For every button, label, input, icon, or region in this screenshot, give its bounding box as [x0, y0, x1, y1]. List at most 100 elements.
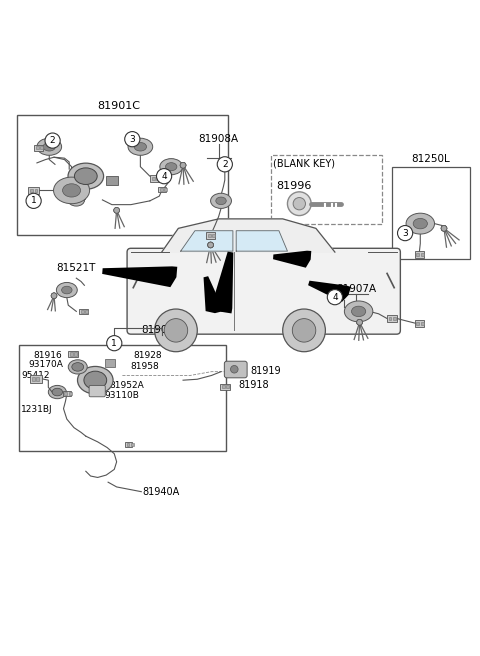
- Ellipse shape: [216, 197, 226, 205]
- Bar: [415, 251, 424, 258]
- Text: 81996: 81996: [276, 181, 312, 191]
- Circle shape: [230, 365, 238, 373]
- Bar: [158, 186, 167, 192]
- Ellipse shape: [54, 177, 90, 204]
- Text: 81958: 81958: [130, 362, 159, 371]
- Text: 2: 2: [222, 160, 228, 169]
- Ellipse shape: [160, 159, 182, 174]
- Bar: [74, 352, 77, 356]
- Text: 81952A: 81952A: [109, 381, 144, 390]
- Ellipse shape: [128, 138, 153, 155]
- FancyBboxPatch shape: [89, 386, 105, 397]
- Bar: [417, 321, 420, 325]
- Bar: [32, 377, 35, 380]
- Circle shape: [293, 197, 305, 210]
- Circle shape: [114, 207, 120, 213]
- Circle shape: [208, 242, 214, 248]
- Circle shape: [327, 289, 342, 305]
- Ellipse shape: [413, 218, 427, 229]
- Circle shape: [441, 226, 447, 231]
- Bar: [62, 390, 71, 396]
- Ellipse shape: [68, 359, 87, 374]
- Circle shape: [155, 309, 197, 352]
- Ellipse shape: [351, 306, 366, 317]
- Bar: [421, 321, 424, 325]
- Polygon shape: [180, 231, 233, 251]
- Text: 95412: 95412: [22, 371, 50, 380]
- Ellipse shape: [74, 168, 97, 184]
- Bar: [417, 253, 420, 256]
- Text: (BLANK KEY): (BLANK KEY): [273, 159, 335, 169]
- Bar: [125, 441, 132, 447]
- Circle shape: [357, 319, 362, 325]
- Circle shape: [114, 207, 120, 213]
- Ellipse shape: [48, 386, 66, 399]
- Bar: [30, 375, 42, 382]
- Text: 1231BJ: 1231BJ: [21, 405, 52, 414]
- Circle shape: [208, 242, 214, 248]
- Text: 4: 4: [332, 293, 338, 302]
- Polygon shape: [204, 276, 223, 313]
- Bar: [386, 315, 397, 322]
- Bar: [164, 188, 167, 191]
- Circle shape: [51, 293, 57, 298]
- Text: 81940A: 81940A: [143, 487, 180, 497]
- Bar: [421, 253, 424, 256]
- Bar: [85, 310, 88, 313]
- Ellipse shape: [84, 371, 107, 389]
- Bar: [68, 351, 78, 358]
- Text: 81908A: 81908A: [199, 134, 239, 144]
- Bar: [415, 320, 424, 327]
- Bar: [127, 443, 130, 445]
- Bar: [106, 176, 118, 185]
- Circle shape: [441, 226, 447, 231]
- Circle shape: [208, 242, 214, 248]
- Bar: [393, 317, 396, 320]
- Circle shape: [397, 226, 413, 241]
- Bar: [271, 155, 383, 224]
- Bar: [69, 392, 72, 395]
- Bar: [208, 234, 211, 237]
- Text: 93110B: 93110B: [105, 391, 140, 400]
- Bar: [70, 352, 72, 356]
- Ellipse shape: [56, 283, 77, 298]
- Bar: [79, 308, 88, 314]
- FancyBboxPatch shape: [224, 361, 247, 378]
- Bar: [388, 317, 391, 320]
- Text: 81250L: 81250L: [411, 154, 450, 164]
- Circle shape: [26, 194, 41, 209]
- Text: 81900B: 81900B: [142, 325, 182, 335]
- Ellipse shape: [406, 213, 434, 234]
- Circle shape: [357, 319, 362, 325]
- Polygon shape: [308, 281, 351, 302]
- Bar: [226, 385, 229, 388]
- Ellipse shape: [52, 388, 62, 396]
- Circle shape: [357, 319, 362, 325]
- Text: 81928: 81928: [133, 350, 162, 359]
- Bar: [150, 175, 159, 182]
- Text: 3: 3: [402, 228, 408, 237]
- Ellipse shape: [68, 194, 84, 206]
- Text: 93170A: 93170A: [29, 360, 64, 369]
- Ellipse shape: [134, 142, 146, 151]
- Circle shape: [51, 293, 57, 298]
- Bar: [19, 344, 226, 451]
- Circle shape: [164, 319, 188, 342]
- Bar: [36, 377, 39, 380]
- Circle shape: [208, 242, 214, 248]
- Circle shape: [217, 157, 232, 172]
- Text: 4: 4: [161, 172, 167, 180]
- Circle shape: [51, 293, 57, 298]
- Circle shape: [180, 163, 186, 168]
- Circle shape: [441, 226, 447, 231]
- Bar: [222, 385, 225, 388]
- Bar: [40, 146, 43, 149]
- Bar: [35, 189, 37, 192]
- Circle shape: [357, 319, 362, 325]
- Circle shape: [180, 163, 186, 168]
- Bar: [220, 384, 229, 390]
- Bar: [152, 177, 155, 180]
- Circle shape: [180, 163, 186, 168]
- Bar: [156, 177, 159, 180]
- Ellipse shape: [211, 194, 231, 209]
